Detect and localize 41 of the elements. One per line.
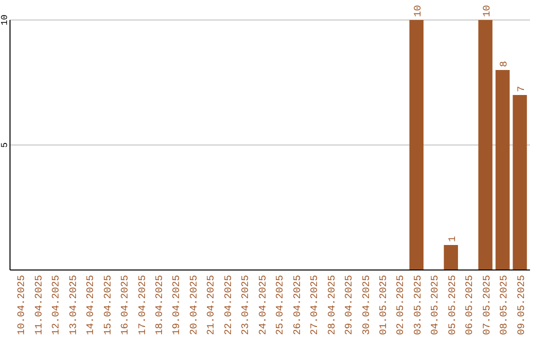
data-label: 7 bbox=[516, 86, 528, 92]
x-tick-label: 01.05.2025 bbox=[378, 275, 390, 336]
x-tick-label: 18.04.2025 bbox=[155, 275, 166, 336]
bar bbox=[512, 95, 527, 270]
data-label: 10 bbox=[413, 4, 424, 17]
bar bbox=[478, 20, 492, 270]
x-tick-label: 14.04.2025 bbox=[86, 275, 98, 336]
data-label: 8 bbox=[500, 60, 511, 67]
x-tick-label: 25.04.2025 bbox=[276, 275, 287, 336]
x-tick-label: 19.04.2025 bbox=[172, 275, 184, 336]
x-tick-label: 28.04.2025 bbox=[327, 275, 338, 336]
x-tick-label: 09.05.2025 bbox=[516, 275, 528, 336]
x-tick-label: 15.04.2025 bbox=[103, 275, 114, 336]
x-tick-label: 07.05.2025 bbox=[482, 275, 494, 336]
data-label: 10 bbox=[482, 4, 494, 17]
bar bbox=[444, 245, 458, 270]
x-tick-label: 17.04.2025 bbox=[138, 275, 149, 336]
y-tick-label: 5 bbox=[0, 142, 10, 148]
x-tick-label: 03.05.2025 bbox=[413, 275, 424, 336]
x-tick-label: 24.04.2025 bbox=[258, 275, 270, 336]
x-tick-label: 29.04.2025 bbox=[344, 275, 356, 336]
x-tick-label: 11.04.2025 bbox=[34, 275, 46, 336]
x-tick-label: 04.05.2025 bbox=[430, 275, 442, 336]
data-label: 1 bbox=[448, 236, 459, 242]
x-tick-label: 08.05.2025 bbox=[500, 275, 511, 336]
x-tick-label: 23.04.2025 bbox=[241, 275, 252, 336]
x-tick-label: 12.04.2025 bbox=[52, 275, 63, 336]
x-tick-label: 02.05.2025 bbox=[396, 275, 408, 336]
x-tick-label: 26.04.2025 bbox=[292, 275, 304, 336]
bar bbox=[409, 20, 424, 270]
x-tick-label: 10.04.2025 bbox=[17, 275, 28, 336]
x-tick-label: 20.04.2025 bbox=[189, 275, 200, 336]
bar bbox=[496, 70, 510, 270]
x-tick-label: 21.04.2025 bbox=[206, 275, 218, 336]
x-tick-label: 30.04.2025 bbox=[362, 275, 373, 336]
x-tick-label: 05.05.2025 bbox=[448, 275, 459, 336]
x-tick-label: 16.04.2025 bbox=[120, 275, 132, 336]
x-tick-label: 13.04.2025 bbox=[68, 275, 80, 336]
x-tick-label: 27.04.2025 bbox=[310, 275, 322, 336]
x-tick-label: 06.05.2025 bbox=[465, 275, 476, 336]
x-tick-label: 22.04.2025 bbox=[224, 275, 235, 336]
